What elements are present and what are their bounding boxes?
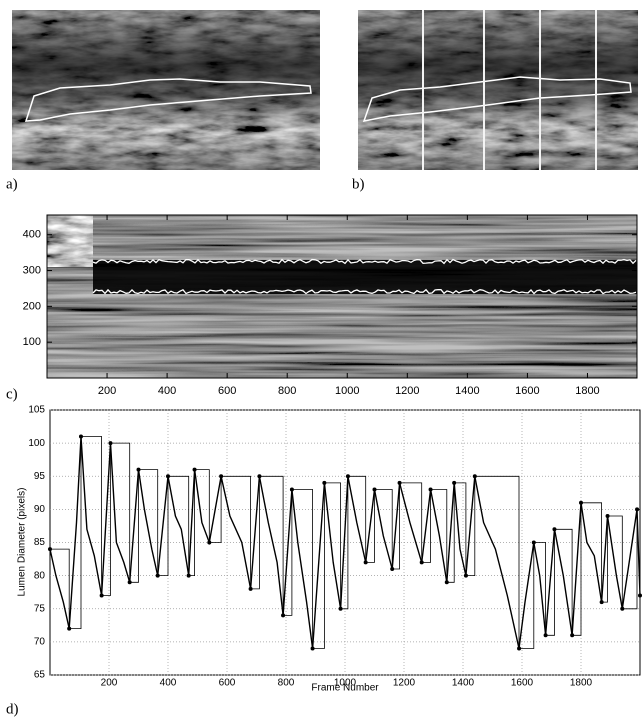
boundary-trace: [92, 288, 637, 295]
x-axis-label: Frame Number: [311, 683, 379, 694]
extremum-marker: [397, 480, 402, 485]
contour: [24, 78, 312, 122]
extremum-marker: [48, 547, 52, 552]
x-tick-label: 800: [278, 385, 296, 397]
y-axis-label: Lumen Diameter (pixels): [17, 488, 28, 597]
extremum-marker: [428, 487, 433, 492]
y-tick-label: 200: [23, 300, 41, 312]
sample-lines: [422, 10, 597, 170]
boundary-trace: [92, 258, 637, 265]
extremum-marker: [463, 573, 468, 578]
panel-label: c): [6, 386, 18, 402]
extremum-marker: [207, 540, 212, 545]
x-tick-label: 1800: [575, 385, 599, 397]
x-tick-label: 200: [101, 678, 118, 689]
x-tick-label: 600: [219, 678, 236, 689]
x-tick-label: 1000: [334, 678, 357, 689]
extremum-marker: [136, 467, 141, 472]
extremum-marker: [108, 441, 113, 446]
extremum-marker: [127, 580, 132, 585]
x-tick-label: 1600: [515, 385, 539, 397]
data-line: [49, 436, 641, 649]
extremum-marker: [166, 474, 170, 479]
x-tick-label: 200: [98, 385, 116, 397]
extremum-marker: [289, 487, 294, 492]
extremum-marker: [552, 527, 557, 532]
lumen-band: [93, 260, 637, 294]
extremum-marker: [517, 646, 522, 651]
panel-d: d) Frame Number Lumen Diameter (pixels): [6, 409, 641, 717]
extremum-marker: [472, 474, 477, 479]
x-tick-label: 400: [158, 385, 176, 397]
axes-frame: [46, 214, 638, 379]
x-tick-label: 1800: [570, 678, 593, 689]
panel-label: b): [352, 176, 365, 192]
panel-c: c): [6, 214, 638, 402]
x-tick-label: 600: [218, 385, 236, 397]
y-tick-label: 300: [23, 264, 41, 276]
extremum-marker: [635, 507, 640, 512]
y-tick-label: 65: [34, 670, 46, 681]
image-shade: [47, 215, 637, 378]
extremum-marker: [390, 567, 395, 571]
extremum-marker: [452, 480, 457, 485]
x-tick-label: 1200: [393, 678, 416, 689]
x-tick-label: 1400: [455, 385, 479, 397]
extremum-marker: [248, 586, 253, 591]
extremum-marker: [444, 580, 449, 585]
y-tick-label: 100: [23, 336, 41, 348]
extremum-marker: [257, 474, 262, 479]
extremum-marker: [372, 487, 377, 492]
x-tick-label: 400: [160, 678, 177, 689]
extremum-marker: [531, 540, 536, 545]
extremum-marker: [363, 560, 368, 565]
panel-b: b): [352, 10, 638, 192]
image-shade: [12, 10, 320, 170]
extremum-marker: [605, 514, 610, 518]
panel-a: a): [6, 10, 320, 192]
extremum-marker: [345, 474, 350, 479]
x-tick-label: 800: [278, 678, 295, 689]
y-tick-label: 85: [34, 537, 46, 548]
y-tick-label: 75: [34, 603, 46, 614]
y-tick-label: 90: [34, 504, 46, 515]
y-tick-label: 70: [34, 637, 46, 648]
x-tick-label: 1000: [335, 385, 359, 397]
y-tick-label: 105: [28, 405, 45, 416]
x-tick-label: 1600: [511, 678, 534, 689]
extremum-marker: [67, 626, 72, 631]
extremum-marker: [620, 606, 625, 611]
extremum-marker: [281, 613, 286, 618]
extremum-marker: [579, 500, 583, 505]
y-tick-label: 80: [34, 570, 46, 581]
extremum-marker: [599, 600, 604, 605]
panel-label: a): [6, 176, 18, 192]
extremum-marker: [338, 606, 343, 611]
extremum-marker: [310, 646, 315, 651]
mmode-image: [47, 215, 637, 378]
extremum-marker: [99, 593, 104, 598]
contour: [362, 76, 632, 122]
step-line: [50, 436, 641, 649]
extremum-marker: [192, 467, 197, 472]
y-tick-label: 100: [28, 438, 45, 449]
extremum-marker: [186, 573, 191, 578]
extremum-marker: [543, 633, 548, 638]
y-tick-label: 95: [34, 471, 46, 482]
extremum-marker: [78, 434, 83, 439]
extremum-marker: [419, 560, 424, 565]
extremum-marker: [638, 593, 642, 598]
x-tick-label: 1400: [452, 678, 475, 689]
y-tick-label: 400: [23, 229, 41, 241]
extremum-marker: [219, 474, 224, 479]
panel-label: d): [6, 701, 19, 717]
extremum-marker: [570, 633, 575, 638]
extremum-marker: [322, 480, 327, 485]
extremum-marker: [155, 573, 160, 578]
inset-image: [47, 215, 93, 267]
x-tick-label: 1200: [395, 385, 419, 397]
